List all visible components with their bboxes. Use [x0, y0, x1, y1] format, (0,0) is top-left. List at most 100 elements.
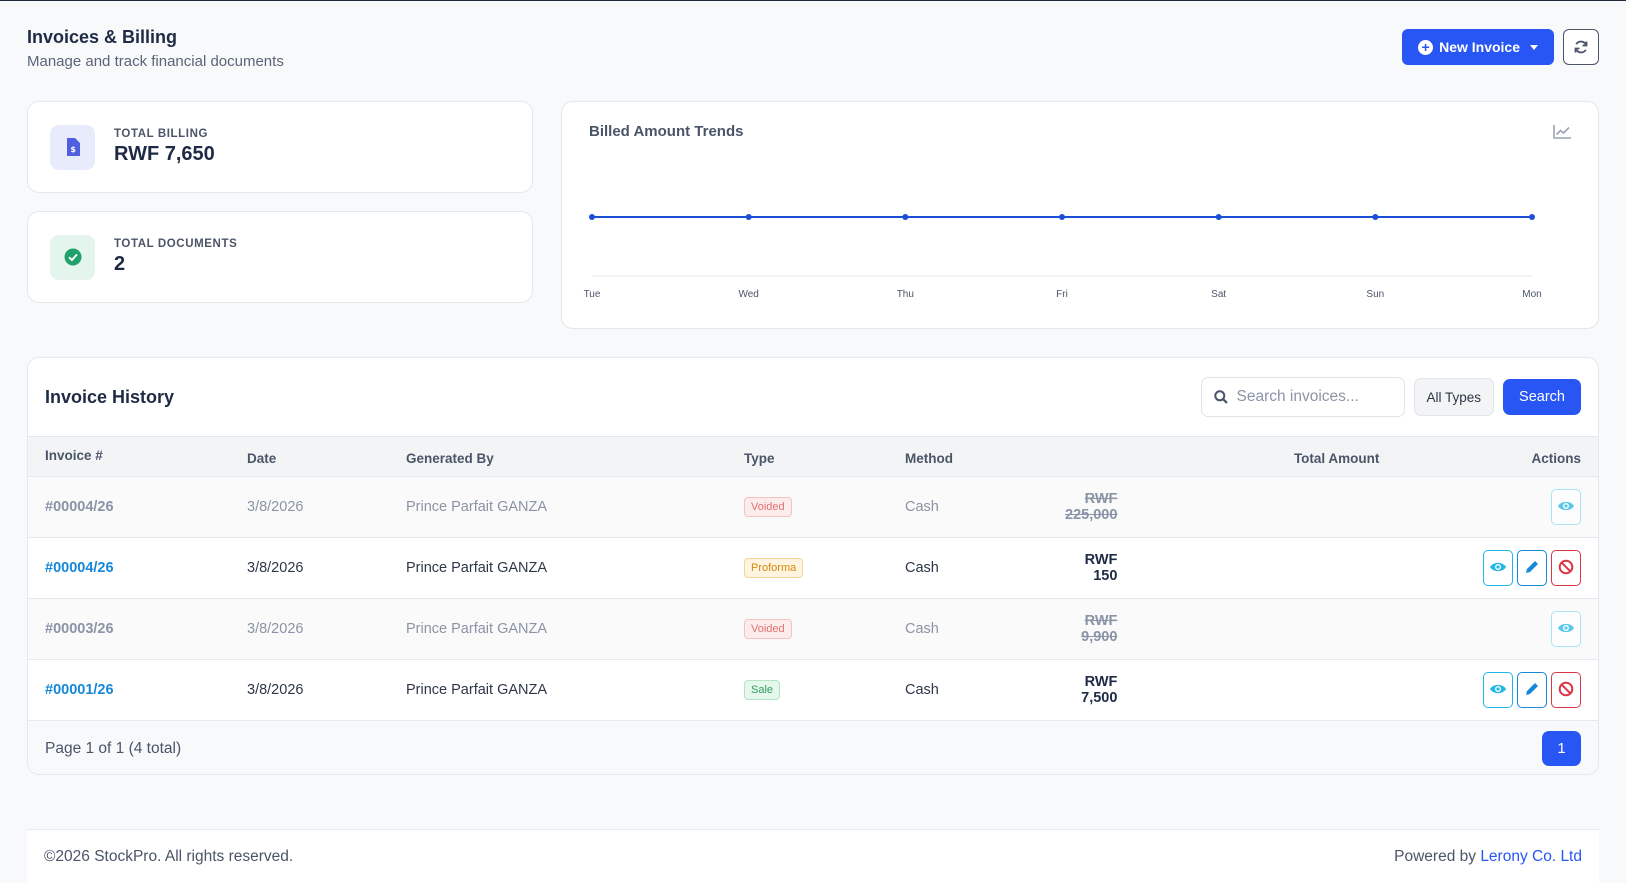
col-date: Date [247, 451, 277, 466]
line-chart-icon [1553, 125, 1571, 139]
invoice-number: #00004/26 [45, 499, 114, 515]
data-point[interactable] [589, 214, 595, 220]
col-total-amount: Total Amount [1293, 451, 1380, 466]
page-1-button[interactable]: 1 [1542, 731, 1581, 766]
col-generated-by: Generated By [406, 451, 494, 466]
generated-by: Prince Parfait GANZA [406, 682, 548, 698]
refresh-icon [1574, 40, 1588, 54]
invoice-type: Voided [727, 477, 888, 538]
data-point[interactable] [1215, 214, 1222, 220]
invoice-history-card: Invoice History All Types Search Invoice… [27, 357, 1599, 775]
table-row: #00003/26 3/8/2026 Prince Parfait GANZA Voi… [28, 598, 1598, 660]
void-button[interactable] [1551, 550, 1581, 586]
invoice-type: Voided [727, 599, 888, 660]
edit-button[interactable] [1517, 672, 1547, 708]
payment-method: Cash [905, 621, 939, 637]
total-amount: RWF 9,900 [1081, 613, 1118, 645]
row-actions [1379, 660, 1598, 721]
invoice-number[interactable]: #00004/26 [45, 560, 114, 576]
invoice-table: Invoice # Date Generated By Type Method … [28, 436, 1598, 721]
page-title: Invoices & Billing [27, 27, 178, 47]
col-method: Method [905, 451, 953, 466]
generated-by: Prince Parfait GANZA [406, 621, 548, 637]
ban-icon [1558, 681, 1574, 700]
ban-icon [1558, 559, 1574, 578]
view-button[interactable] [1551, 611, 1581, 647]
row-actions [1379, 538, 1598, 599]
file-invoice-dollar-icon: $ [50, 124, 95, 170]
pencil-icon [1524, 681, 1540, 700]
payment-method: Cash [905, 560, 939, 576]
check-circle-icon [50, 234, 95, 280]
data-point[interactable] [1529, 214, 1535, 220]
total-documents-label: TOTAL DOCUMENTS [114, 238, 238, 250]
table-row: #00001/26 3/8/2026 Prince Parfait GANZA Sal… [28, 660, 1598, 721]
search-icon [1213, 390, 1228, 404]
search-input[interactable] [1236, 388, 1397, 406]
table-row: #00004/26 3/8/2026 Prince Parfait GANZA Voi… [28, 476, 1598, 538]
invoice-date: 3/8/2026 [247, 560, 304, 576]
row-actions [1379, 599, 1598, 660]
edit-button[interactable] [1517, 550, 1547, 586]
pencil-icon [1524, 559, 1540, 578]
new-invoice-button[interactable]: + New Invoice [1402, 29, 1554, 65]
table-row: #00004/26 3/8/2026 Prince Parfait GANZA Pro… [28, 538, 1598, 599]
data-point[interactable] [1059, 214, 1065, 220]
view-button[interactable] [1551, 489, 1581, 525]
total-billing-value: RWF 7,650 [114, 143, 215, 165]
x-tick-label: Fri [1056, 289, 1068, 300]
data-point[interactable] [1372, 214, 1379, 220]
page-footer: ©2026 StockPro. All rights reserved. Pow… [27, 829, 1599, 883]
void-button[interactable] [1551, 672, 1581, 708]
table-footer: Page 1 of 1 (4 total) 1 [28, 721, 1598, 774]
view-button[interactable] [1483, 672, 1513, 708]
total-documents-value: 2 [114, 253, 126, 275]
billed-amount-chart-card: Billed Amount Trends Tue Wed Thu Fri Sat Sun M… [561, 101, 1599, 329]
total-amount: RWF 150 [1084, 552, 1118, 584]
total-documents-card: TOTAL DOCUMENTS 2 [27, 211, 533, 303]
x-tick-label: Wed [738, 289, 758, 300]
total-billing-label: TOTAL BILLING [114, 128, 209, 140]
refresh-button[interactable] [1563, 29, 1599, 65]
total-amount: RWF 225,000 [1065, 491, 1118, 523]
view-button[interactable] [1483, 550, 1513, 586]
data-point[interactable] [745, 214, 752, 220]
type-badge: Proforma [744, 558, 804, 578]
col-type: Type [744, 451, 775, 466]
total-billing-card: $ TOTAL BILLING RWF 7,650 [27, 101, 533, 193]
plus-circle-icon: + [1418, 39, 1434, 55]
trend-line-chart: Tue Wed Thu Fri Sat Sun Mon [584, 214, 1542, 300]
data-point[interactable] [902, 214, 909, 220]
eye-icon [1557, 622, 1575, 637]
invoice-type: Proforma [727, 538, 888, 599]
invoice-number: #00003/26 [45, 621, 114, 637]
powered-by: Powered by Lerony Co. Ltd [1394, 848, 1582, 866]
company-link[interactable]: Lerony Co. Ltd [1480, 847, 1582, 865]
type-filter-button[interactable]: All Types [1413, 378, 1495, 416]
invoice-history-title: Invoice History [45, 386, 175, 407]
page-subtitle: Manage and track financial documents [27, 53, 284, 70]
chart-title: Billed Amount Trends [589, 123, 744, 140]
col-actions: Actions [1531, 451, 1581, 466]
search-button[interactable]: Search [1503, 379, 1581, 415]
x-tick-label: Sat [1211, 289, 1226, 300]
invoice-date: 3/8/2026 [247, 682, 304, 698]
total-amount: RWF 7,500 [1081, 674, 1118, 706]
payment-method: Cash [905, 499, 939, 515]
x-tick-label: Thu [897, 289, 914, 300]
new-invoice-label: New Invoice [1439, 39, 1520, 55]
invoice-type: Sale [727, 660, 888, 721]
eye-icon [1557, 500, 1575, 515]
invoice-number[interactable]: #00001/26 [45, 682, 114, 698]
row-actions [1379, 477, 1598, 538]
caret-down-icon [1530, 44, 1538, 50]
generated-by: Prince Parfait GANZA [406, 560, 548, 576]
pagination-info: Page 1 of 1 (4 total) [45, 739, 182, 757]
type-badge: Voided [744, 619, 792, 639]
x-tick-label: Tue [584, 289, 601, 300]
generated-by: Prince Parfait GANZA [406, 499, 548, 515]
type-badge: Sale [744, 680, 781, 700]
invoice-date: 3/8/2026 [247, 621, 304, 637]
table-header-row: Invoice # Date Generated By Type Method … [28, 436, 1598, 477]
svg-text:$: $ [70, 145, 76, 154]
